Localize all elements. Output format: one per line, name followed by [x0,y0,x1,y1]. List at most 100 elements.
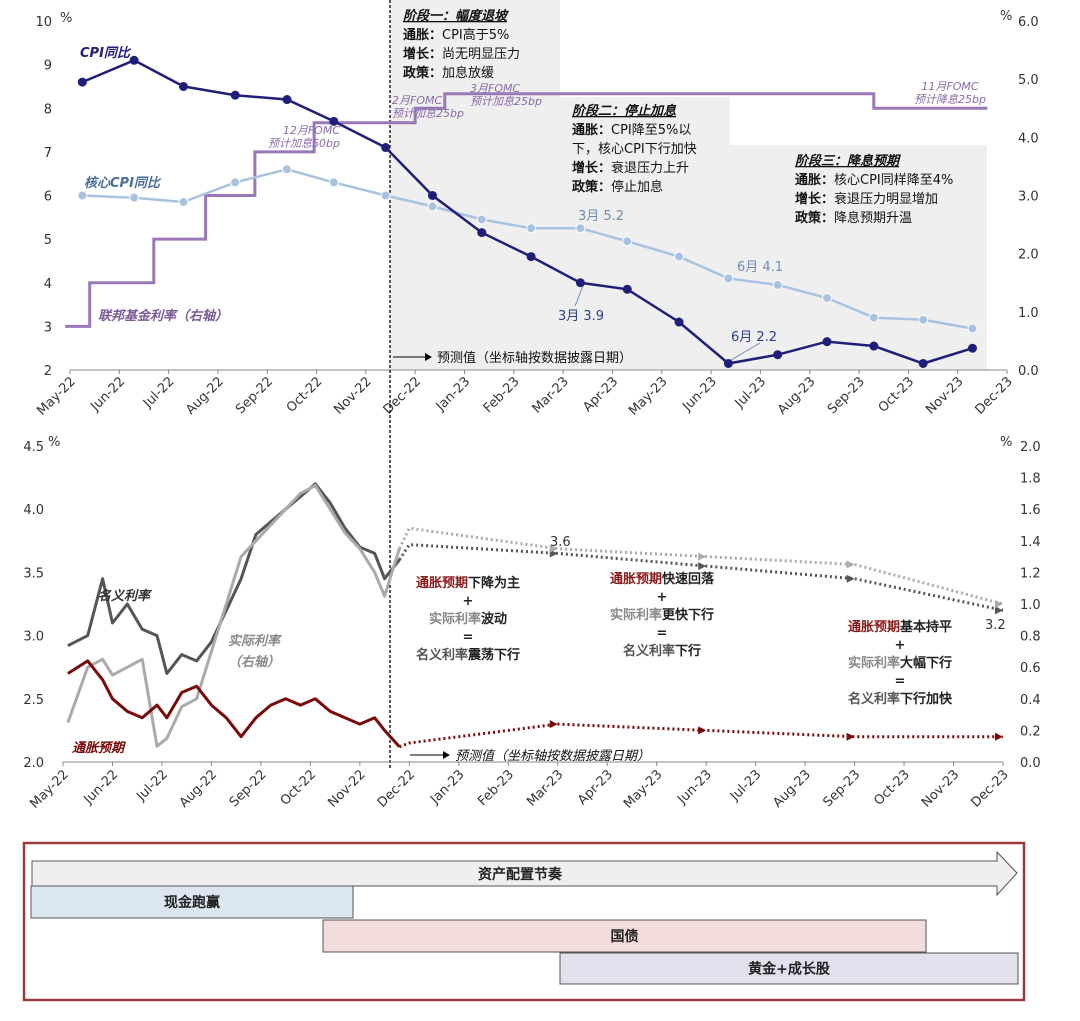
phase2-text-segment: 实际利率 [610,607,662,623]
phase1-line: 增长：尚无明显压力 [403,46,520,62]
core-cpi-point [918,314,929,325]
phase2-line: 下，核心CPI下行加快 [572,142,697,157]
y-right-tick-label: 2.0 [1020,440,1041,455]
phase3-text-line: 名义利率下行加快 [848,691,953,707]
phase1-bg [390,0,560,370]
x-tick-label: Apr-23 [580,374,621,415]
cpi-point [178,81,188,91]
allocation-bar-label: 国债 [611,928,639,945]
top-chart: May-22 Jun-22 Jul-22 Aug-22 Sep-22 Oct-22 Nov-… [34,0,1039,770]
fed-funds-series-label: 联邦基金利率（右轴） [98,308,228,324]
core-cpi-point [868,312,879,323]
core-cpi-point [526,223,537,234]
x-tick-label: May-23 [626,374,670,418]
core-cpi-point [230,177,241,188]
y-right-tick-label: 2.0 [1018,248,1039,263]
point-leader [574,285,584,307]
phase1-title: 阶段一：幅度退坡 [403,8,510,24]
x-tick-label: Jul-23 [732,374,769,411]
y-right-tick-label: 0.0 [1018,364,1039,379]
phase2-title: 阶段二：停止加息 [572,103,677,119]
phase3-text-segment: 实际利率 [848,655,900,671]
phase2-line: 政策：停止加息 [572,179,663,195]
cpi-point [622,284,632,294]
point-label: 3.2 [985,618,1006,633]
y-left-tick-label: 3.5 [23,566,44,581]
x-tick-label: Jun-23 [674,767,715,808]
x-tick-label: Mar-23 [530,374,572,416]
phase3-text-line: + [895,638,906,653]
phase3-bg [730,145,987,370]
real-rate-forecast-arrow [698,552,707,561]
fomc-label: 11月FOMC [921,80,978,93]
x-tick-label: Jan-23 [433,374,474,415]
cpi-point [918,358,928,368]
cpi-point [282,95,292,105]
phase2-bg [560,97,730,370]
fed-funds-line [65,92,988,328]
forecast-note: 预测值（坐标轴按数据披露日期） [437,350,632,366]
x-tick-label: Feb-23 [475,767,517,809]
y-left-tick-label: 5 [44,233,52,248]
cpi-point [822,337,832,347]
y-left-tick-label: 4 [44,277,52,292]
x-tick-label: Aug-23 [775,374,819,418]
phase2-line: 增长：衰退压力上升 [572,160,689,176]
x-tick-label: Nov-22 [325,767,368,810]
x-tick-label: Oct-22 [284,374,326,416]
y-right-unit: % [1000,9,1012,24]
phase1-text-segment: 实际利率 [429,611,481,627]
y-right-tick-label: 1.0 [1020,598,1041,613]
y-right-tick-label: 1.8 [1020,472,1041,487]
y-left-tick-label: 4.5 [23,440,44,455]
phase2-value: 衰退压力上升 [611,160,689,176]
y-right-tick-label: 4.0 [1018,131,1039,146]
phase1-text-segment: 震荡下行 [467,647,520,663]
phase2-text-segment: 更快下行 [662,607,714,623]
inflation-expectation-line [67,659,401,748]
x-tick-label: Jun-22 [87,374,128,415]
cpi-point [967,343,977,353]
real-rate-label: （右轴） [228,654,280,670]
x-tick-label: Feb-23 [481,374,523,416]
phase3-text-line: 通胀预期基本持平 [848,619,952,635]
y-left-tick-label: 3 [44,320,52,335]
inflation-expectation-forecast-arrow [698,726,707,735]
core-cpi-point [476,214,487,225]
allocation-bar-label: 黄金+成长股 [748,961,831,978]
phase1-value: CPI高于5% [442,27,509,43]
y-left-tick-label: 10 [35,15,52,30]
fomc-label: 12月FOMC [283,124,340,137]
x-tick-label: Sep-22 [227,767,270,810]
phase3-key: 政策： [795,210,834,226]
phase1-text-line: = [463,630,474,645]
y-right-tick-label: 0.8 [1020,630,1041,645]
nominal-rate-label: 名义利率 [98,588,153,604]
cpi-series-label: CPI同比 [80,45,132,61]
phase1-value: 尚无明显压力 [442,47,520,62]
cpi-point [674,317,684,327]
cpi-point [77,77,87,87]
x-tick-label: Oct-23 [871,767,913,809]
phase1-text-line: + [463,594,474,609]
x-tick-label: Nov-22 [331,374,374,417]
phase3-line: 政策：降息预期升温 [795,210,912,226]
x-tick-label: May-22 [34,374,78,418]
x-tick-label: Dec-23 [972,374,1015,417]
x-tick-label: Aug-22 [177,767,221,811]
phase1-text-line: 名义利率震荡下行 [416,647,520,663]
phase3-line: 增长：衰退压力明显增加 [795,191,938,207]
core-cpi-point [427,201,438,212]
x-tick-label: Sep-23 [825,374,868,417]
inflation-expectation-forecast-arrow [549,720,558,729]
real-rate-forecast-arrow [995,600,1003,608]
x-tick-label: Sep-23 [820,767,863,810]
point-leader [730,342,761,361]
core-cpi-point [129,192,140,203]
phase2-text-segment: + [657,590,668,605]
phase1-key: 通胀： [403,27,442,43]
nominal-rate-line [67,482,401,675]
cpi-point [723,358,733,368]
fomc-label: 3月FOMC [470,82,520,95]
bottom-chart: May-22 Jun-22 Jul-22 Aug-22 Sep-22 Oct-22 Nov-… [23,435,1040,812]
